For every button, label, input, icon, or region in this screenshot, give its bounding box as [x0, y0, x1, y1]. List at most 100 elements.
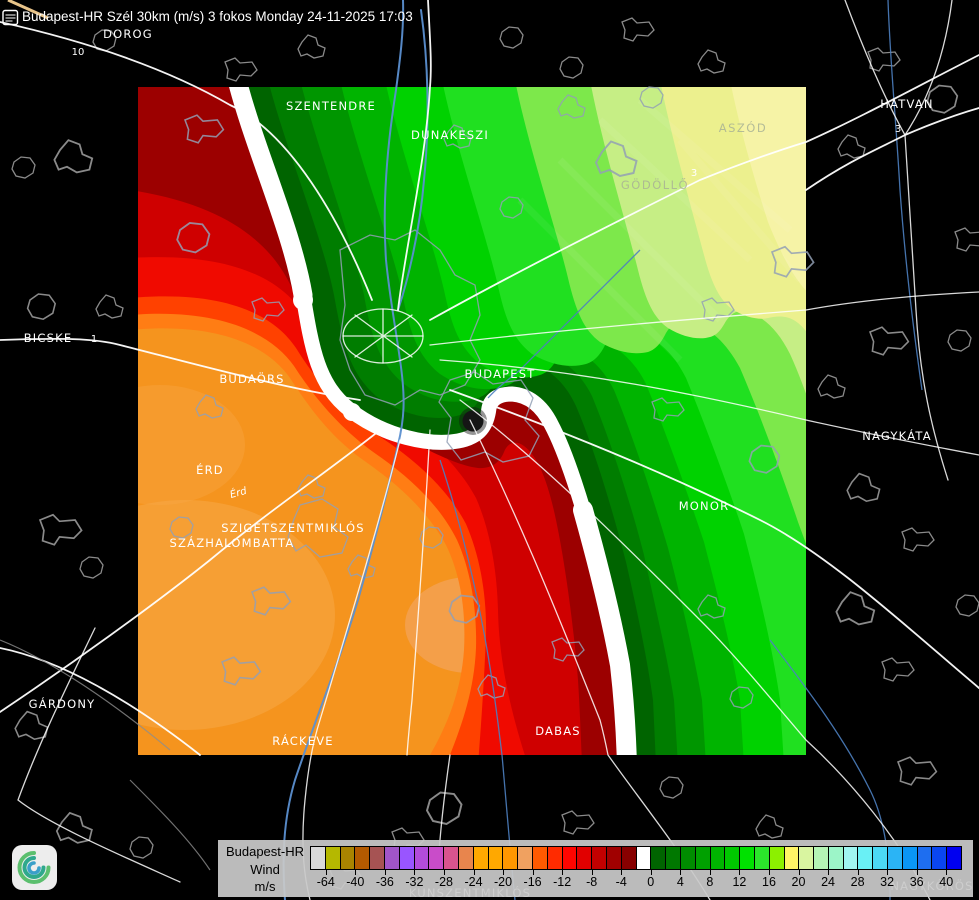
- legend-cell: [814, 847, 829, 869]
- legend-cell: [547, 847, 563, 869]
- legend-tickmark: [739, 869, 741, 875]
- legend-cell: [754, 847, 770, 869]
- legend-tickmark: [650, 869, 652, 875]
- legend-cell: [932, 847, 948, 869]
- legend-cell: [370, 847, 385, 869]
- city-label-nagykata: NAGYKÁTA: [862, 428, 932, 443]
- legend-tickmark: [591, 869, 593, 875]
- legend-tickmark: [325, 869, 327, 875]
- legend-cell: [917, 847, 933, 869]
- legend-text: Budapest-HR Wind m/s: [222, 843, 308, 896]
- legend-tick-label: 0: [647, 875, 655, 889]
- legend-cell: [384, 847, 400, 869]
- city-label-erd: ÉRD: [196, 462, 224, 477]
- legend-tick-label: -28: [434, 875, 453, 889]
- legend-cell: [355, 847, 371, 869]
- legend-tick-label: 16: [762, 875, 776, 889]
- legend-cell: [606, 847, 622, 869]
- legend-tick-label: -64: [316, 875, 335, 889]
- rivers: [282, 0, 923, 900]
- legend-cell: [473, 847, 489, 869]
- spiral-icon: [17, 851, 51, 884]
- legend-cell: [325, 847, 341, 869]
- legend-cell: [902, 847, 918, 869]
- legend-tickmark: [798, 869, 800, 875]
- legend-cell: [592, 847, 607, 869]
- legend-cell: [799, 847, 815, 869]
- legend-tick-label: -16: [523, 875, 542, 889]
- page-title: Budapest-HR Szél 30km (m/s) 3 fokos Mond…: [22, 9, 413, 24]
- legend-tickmark: [532, 869, 534, 875]
- legend-tickmark: [709, 869, 711, 875]
- legend-tick-label: 24: [821, 875, 835, 889]
- legend-tick-label: 28: [850, 875, 865, 889]
- legend-cell: [444, 847, 459, 869]
- legend-cell: [769, 847, 785, 869]
- legend-cell: [414, 847, 430, 869]
- city-label-godollo: GÖDÖLLŐ: [621, 176, 689, 192]
- legend-cell: [458, 847, 474, 869]
- legend-tickmark: [384, 869, 386, 875]
- legend-panel: Budapest-HR Wind m/s -64 -40 -36 -32 -28 -24-…: [218, 840, 973, 897]
- legend-tickmark: [857, 869, 859, 875]
- city-label-budapest: BUDAPEST: [465, 367, 536, 381]
- legend-tickmark: [443, 869, 445, 875]
- legend-cell: [399, 847, 415, 869]
- city-label-szentendre: SZENTENDRE: [286, 99, 376, 113]
- legend-tickmark: [473, 869, 475, 875]
- road-marker-1: 1: [91, 334, 97, 345]
- legend-tick-label: -12: [553, 875, 572, 889]
- legend-cell: [858, 847, 874, 869]
- legend-tickmark: [946, 869, 948, 875]
- legend-tick-label: 32: [880, 875, 895, 889]
- legend-cell: [311, 847, 326, 869]
- legend-cell: [828, 847, 844, 869]
- city-label-gardony: GÁRDONY: [29, 696, 96, 711]
- legend-tickmark: [562, 869, 564, 875]
- legend-tickmark: [828, 869, 830, 875]
- legend-tick-label: -32: [405, 875, 424, 889]
- legend-cell: [784, 847, 800, 869]
- legend-tickmark: [916, 869, 918, 875]
- legend-tick-label: -36: [375, 875, 394, 889]
- legend-cell: [488, 847, 504, 869]
- zero-velocity-line: [229, 87, 637, 755]
- legend-cell: [577, 847, 593, 869]
- legend-tickmark: [680, 869, 682, 875]
- legend-unit: m/s: [254, 879, 276, 894]
- legend-cell: [888, 847, 903, 869]
- legend-cell: [680, 847, 696, 869]
- legend-cell: [740, 847, 755, 869]
- legend-cell: [843, 847, 859, 869]
- legend-cell: [503, 847, 519, 869]
- radar-image: [138, 87, 806, 755]
- road-marker-10: 10: [72, 47, 85, 58]
- legend-tickmark: [414, 869, 416, 875]
- legend-quantity: Wind: [250, 861, 280, 877]
- legend-cell: [429, 847, 445, 869]
- legend-cell: [532, 847, 548, 869]
- city-label-bicske: BICSKE: [24, 331, 73, 345]
- legend-cell: [562, 847, 578, 869]
- legend-tick-label: 36: [909, 875, 924, 889]
- city-label-aszod: ASZÓD: [719, 120, 767, 135]
- legend-cell: [621, 847, 637, 869]
- city-label-szazhalombatta: SZÁZHALOMBATTA: [170, 535, 295, 550]
- city-label-dabas: DABAS: [535, 724, 581, 738]
- legend-tickmark: [621, 869, 623, 875]
- legend-tick-label: 40: [939, 875, 954, 889]
- legend-tickmark: [355, 869, 357, 875]
- legend-tick-label: 20: [791, 875, 806, 889]
- legend-cell: [725, 847, 741, 869]
- legend-cell: [340, 847, 356, 869]
- legend-ticks: -64 -40 -36 -32 -28 -24 -20 -16 -12 -8 -4 0 4 8 12 16 20…: [311, 869, 961, 895]
- legend-cell: [947, 847, 962, 869]
- city-label-dunakeszi: DUNAKESZI: [411, 128, 489, 142]
- legend-cell: [666, 847, 681, 869]
- legend-tickmark: [503, 869, 505, 875]
- legend-cell: [710, 847, 726, 869]
- legend-tick-label: -4: [615, 875, 627, 889]
- legend-cell: [651, 847, 667, 869]
